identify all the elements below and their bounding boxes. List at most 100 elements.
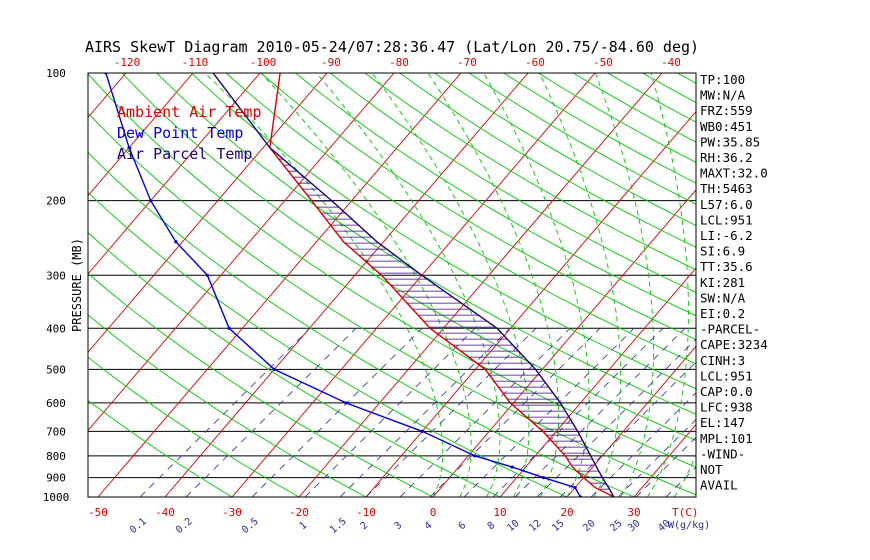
top-temp-tick-label: -40 — [661, 56, 681, 69]
mixing-ratio-tick-label: 0.2 — [174, 516, 195, 536]
chart-title: AIRS SkewT Diagram 2010-05-24/07:28:36.4… — [85, 38, 699, 56]
moist-adiabat — [647, 73, 689, 497]
moist-adiabat — [594, 73, 654, 497]
top-temp-tick-label: -120 — [114, 56, 141, 69]
pressure-tick-label: 1000 — [43, 491, 70, 504]
isotherm-line — [835, 73, 870, 497]
ambient-temp-line — [269, 73, 615, 497]
dry-adiabat — [260, 73, 696, 341]
mixing-ratio-line — [339, 327, 511, 497]
mixing-ratio-line — [251, 327, 423, 497]
sounding-index: EI:0.2 — [700, 306, 745, 321]
sounding-index: FRZ:559 — [700, 103, 753, 118]
moist-adiabat — [539, 73, 622, 497]
mixing-ratio-tick-label: 25 — [608, 518, 624, 534]
mixing-ratio-line — [514, 327, 686, 497]
dry-adiabat — [88, 232, 501, 497]
sounding-index: MAXT:32.0 — [700, 166, 768, 181]
plot-frame — [87, 72, 697, 498]
dry-adiabat — [88, 272, 434, 497]
sounding-index: -WIND- — [700, 446, 745, 461]
bottom-temp-tick-label: -10 — [356, 506, 376, 519]
moist-adiabat — [371, 73, 530, 497]
isotherm-line — [88, 73, 194, 197]
sounding-index: LI:-6.2 — [700, 228, 753, 243]
isotherm-line — [97, 73, 462, 497]
parcel-temp-line — [212, 73, 615, 497]
sounding-index: NOT — [700, 462, 723, 477]
sounding-index: LCL:951 — [700, 212, 753, 227]
dry-adiabat — [295, 73, 696, 317]
moist-adiabat — [260, 73, 472, 497]
top-temp-tick-label: -80 — [389, 56, 409, 69]
isotherm-line — [298, 73, 663, 497]
mixing-ratio-line — [635, 436, 696, 497]
sounding-index: SW:N/A — [700, 290, 746, 305]
mixing-ratio-tick-label: 30 — [626, 518, 642, 534]
mixing-ratio-line — [590, 392, 696, 497]
mixing-ratio-line — [536, 338, 696, 497]
mixing-ratio-line — [617, 419, 696, 497]
top-temp-tick-label: -60 — [525, 56, 545, 69]
isotherm-line — [633, 423, 696, 497]
dry-adiabat — [88, 399, 233, 497]
sounding-index: RH:36.2 — [700, 150, 753, 165]
dry-adiabat — [88, 191, 568, 497]
pressure-tick-label: 500 — [46, 363, 66, 376]
dry-adiabat — [88, 73, 696, 468]
legend-entry: Ambient Air Temp — [117, 103, 262, 121]
sounding-index: EL:147 — [700, 415, 745, 430]
dewpoint-point — [174, 240, 178, 244]
dry-adiabat — [434, 73, 696, 227]
bottom-temp-tick-label: 30 — [627, 506, 640, 519]
pressure-tick-label: 700 — [46, 425, 66, 438]
top-temp-tick-label: -90 — [321, 56, 341, 69]
pressure-tick-label: 900 — [46, 472, 66, 485]
bottom-temp-tick-label: -50 — [88, 506, 108, 519]
bottom-temp-tick-label: -30 — [222, 506, 242, 519]
isotherm-line — [768, 73, 870, 497]
mixing-ratio-tick-label: 2 — [359, 520, 371, 532]
legend: Ambient Air Temp Dew Point Temp Air Parcel… — [117, 103, 262, 163]
mixing-ratio-line — [399, 327, 571, 497]
dry-adiabat — [538, 73, 696, 163]
mixing-ratio-line — [365, 327, 537, 497]
sounding-index: TH:5463 — [700, 181, 753, 196]
sounding-index: SI:6.9 — [700, 244, 745, 259]
bottom-temp-tick-label: 10 — [493, 506, 506, 519]
grid-lines — [88, 73, 870, 497]
mixing-ratio-line — [492, 327, 664, 497]
dewpoint-point — [344, 401, 348, 405]
moist-adiabat — [483, 73, 590, 497]
dewpoint-point — [227, 326, 231, 330]
mixing-ratio-tick-label: 8 — [486, 520, 498, 532]
dry-adiabat — [399, 73, 696, 248]
mixing-ratio-line — [665, 466, 696, 497]
mixing-ratio-tick-label: 12 — [527, 518, 543, 534]
sounding-index: KI:281 — [700, 275, 745, 290]
dewpoint-point — [573, 485, 577, 490]
sounding-index: LFC:938 — [700, 400, 753, 415]
isotherm-line — [88, 73, 395, 432]
sounding-index: WB0:451 — [700, 119, 753, 134]
bottom-temp-tick-label: 0 — [430, 506, 437, 519]
sounding-profiles — [104, 73, 615, 497]
dewpoint-point — [205, 273, 210, 277]
sounding-index: -PARCEL- — [700, 322, 760, 337]
mixing-ratio-line — [463, 327, 635, 497]
dewpoint-point — [510, 465, 514, 469]
dry-adiabat — [88, 314, 367, 497]
dry-adiabat — [88, 112, 696, 496]
mixing-ratio-line — [304, 327, 476, 497]
dry-adiabat — [191, 73, 696, 390]
x-axis-label: T(C) — [672, 506, 699, 519]
dry-adiabat — [468, 73, 696, 205]
moist-adiabat — [316, 73, 501, 497]
bottom-temp-tick-label: -20 — [289, 506, 309, 519]
dry-adiabat — [364, 73, 696, 271]
dewpoint-point — [149, 199, 153, 203]
pressure-tick-label: 200 — [46, 195, 66, 208]
y-axis-label: PRESSURE (MB) — [70, 238, 84, 332]
dry-adiabat — [503, 73, 696, 184]
